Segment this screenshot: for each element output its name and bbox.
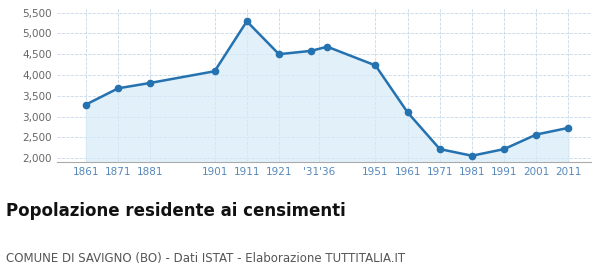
Text: COMUNE DI SAVIGNO (BO) - Dati ISTAT - Elaborazione TUTTITALIA.IT: COMUNE DI SAVIGNO (BO) - Dati ISTAT - El…: [6, 252, 405, 265]
Text: Popolazione residente ai censimenti: Popolazione residente ai censimenti: [6, 202, 346, 220]
